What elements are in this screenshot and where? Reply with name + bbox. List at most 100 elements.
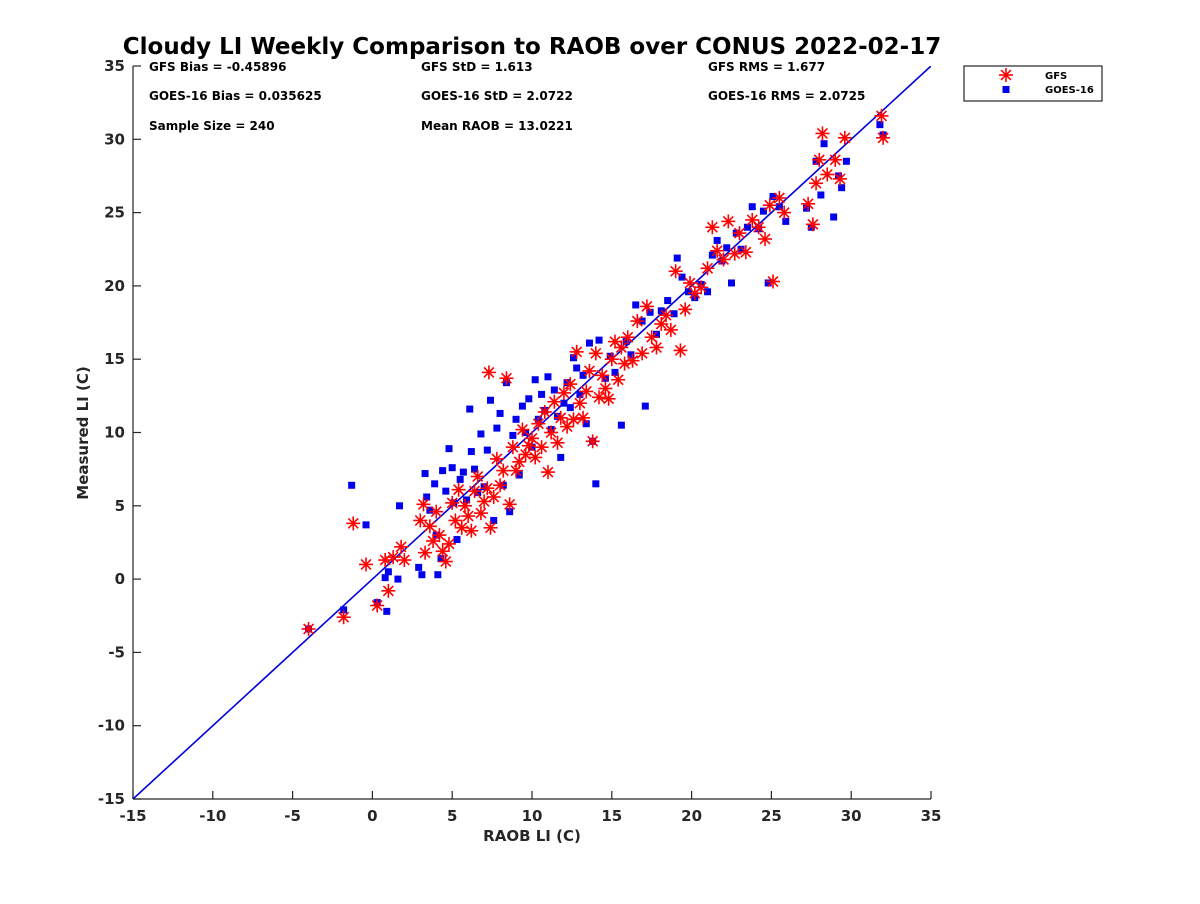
gfs-point: [464, 523, 479, 538]
goes-point: [453, 536, 461, 544]
asterisk-stroke: [593, 391, 605, 403]
y-tick-label: 0: [115, 570, 125, 588]
asterisk-stroke: [740, 246, 752, 258]
asterisk-stroke: [504, 498, 516, 510]
asterisk-stroke: [395, 541, 407, 553]
x-tick-label: 20: [681, 807, 702, 825]
gfs-point: [625, 353, 640, 368]
gfs-point: [359, 557, 374, 572]
goes-point: [396, 502, 404, 510]
stat-gfs-rms: GFS RMS = 1.677: [708, 60, 825, 74]
gfs-point: [413, 513, 428, 528]
gfs-point: [611, 372, 626, 387]
legend-gfs-asterisk: [999, 68, 1013, 82]
asterisk-stroke: [813, 154, 825, 166]
gfs-point: [481, 365, 496, 380]
gfs-point: [572, 396, 587, 411]
goes-point: [381, 574, 389, 582]
goes-point: [509, 431, 517, 439]
y-tick-label: 15: [104, 350, 125, 368]
goes-point: [834, 172, 842, 180]
x-axis-label: RAOB LI (C): [483, 827, 581, 845]
gfs-point: [721, 214, 736, 229]
goes-point: [576, 390, 584, 398]
gfs-point: [683, 275, 698, 290]
gfs-point: [547, 394, 562, 409]
goes-point: [434, 571, 442, 579]
goes-point: [782, 217, 790, 225]
asterisk-stroke: [670, 265, 682, 277]
gfs-point: [694, 280, 709, 295]
x-tick-label: 25: [761, 807, 782, 825]
asterisk-stroke: [876, 110, 888, 122]
goes-point: [775, 203, 783, 211]
y-tick-label: 10: [104, 424, 125, 442]
goes-point: [876, 121, 884, 129]
asterisk-stroke: [636, 347, 648, 359]
goes-point: [487, 396, 495, 404]
gfs-point: [346, 516, 361, 531]
y-tick-label: 30: [104, 130, 125, 148]
goes-point: [480, 483, 488, 491]
goes-point: [812, 157, 820, 165]
asterisk-stroke: [552, 437, 564, 449]
gfs-point: [470, 469, 485, 484]
asterisk-stroke: [587, 435, 599, 447]
gfs-point: [649, 340, 664, 355]
gfs-point: [483, 520, 498, 535]
gfs-point: [592, 390, 607, 405]
asterisk-stroke: [545, 426, 557, 439]
asterisk-stroke: [702, 262, 714, 274]
asterisk-stroke: [609, 336, 621, 348]
gfs-point: [429, 504, 444, 519]
goes-point: [490, 516, 498, 524]
goes-point: [557, 453, 565, 461]
y-tick-label: 35: [104, 57, 125, 75]
asterisk-stroke: [612, 374, 624, 386]
gfs-point: [765, 274, 780, 289]
goes-point: [506, 508, 514, 516]
goes-point: [550, 386, 558, 394]
asterisk-stroke: [821, 168, 833, 180]
goes-point: [437, 555, 445, 563]
gfs-point: [828, 152, 843, 167]
gfs-point: [678, 302, 693, 317]
goes-point: [838, 184, 846, 192]
asterisk-stroke: [382, 585, 394, 597]
asterisk-stroke: [491, 453, 503, 465]
gfs-point: [635, 346, 650, 361]
asterisk-stroke: [440, 555, 452, 568]
goes-point: [769, 192, 777, 200]
gfs-point: [467, 484, 482, 499]
gfs-point: [418, 545, 433, 560]
gfs-point: [614, 340, 629, 355]
goes-point: [383, 607, 391, 615]
asterisk-stroke: [773, 192, 785, 204]
goes-point: [525, 395, 533, 403]
gfs-point: [531, 416, 546, 431]
gfs-point: [663, 322, 678, 337]
goes-point: [764, 279, 772, 287]
asterisk-stroke: [529, 451, 541, 463]
asterisk-stroke: [767, 275, 779, 288]
asterisk-stroke: [494, 479, 506, 491]
goes-point: [670, 310, 678, 318]
asterisk-stroke: [449, 514, 461, 526]
asterisk-stroke: [627, 355, 639, 367]
goes-point: [743, 223, 751, 231]
y-tick-label: -5: [108, 643, 125, 661]
asterisk-stroke: [778, 207, 790, 219]
asterisk-stroke: [706, 221, 718, 233]
goes-point: [544, 373, 552, 381]
goes-point: [759, 207, 767, 215]
asterisk-stroke: [722, 215, 734, 227]
y-axis-label: Measured LI (C): [74, 366, 92, 499]
asterisk-stroke: [674, 344, 686, 356]
gfs-point: [525, 431, 539, 446]
legend: GFS GOES-16: [963, 65, 1103, 102]
x-tick-label: 15: [601, 807, 622, 825]
goes-point: [817, 191, 825, 199]
y-tick-label: -10: [98, 717, 125, 735]
goes-point: [439, 467, 447, 475]
